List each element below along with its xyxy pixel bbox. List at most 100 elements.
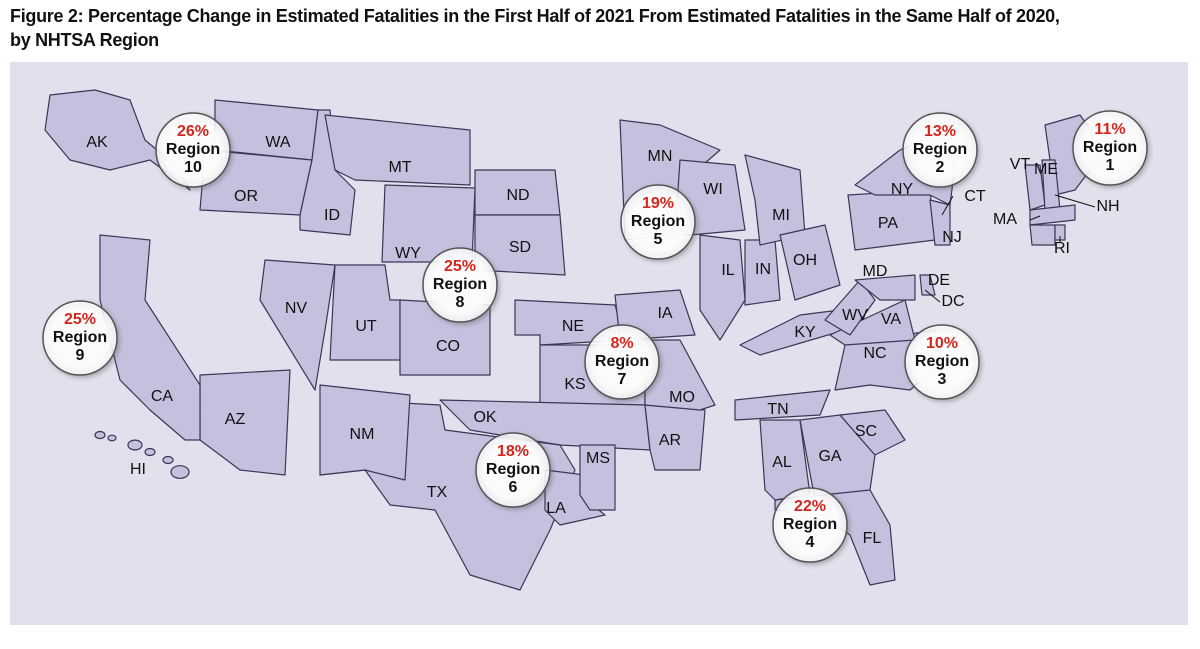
region-circle [620,184,696,260]
state-shape [839,409,906,456]
region-circle [904,324,980,400]
state-shape [919,274,936,296]
region-circle [422,247,498,323]
state-shape [929,199,951,246]
region-change: 22% [794,498,826,515]
region-label: Region [915,353,969,370]
region-label: Region [595,353,649,370]
state-label: AK [86,134,108,151]
state-label: OR [234,188,258,205]
state-label: CA [151,388,174,405]
island [144,447,156,457]
region-change: 8% [610,335,633,352]
region-change: 11% [1094,121,1125,138]
region-label: Region [53,329,107,346]
state-label: LA [546,500,566,517]
state-label: FL [863,530,882,547]
island [127,439,143,451]
island [170,465,190,479]
region-label: Region [166,141,220,158]
state-label: AZ [225,411,246,428]
state-shape [1029,224,1056,246]
island [94,430,106,440]
state-label: WA [265,134,291,151]
state-label: KY [794,324,816,341]
leader-line [924,289,941,303]
region-circle [902,112,978,188]
state-shape [824,279,876,336]
region-number: 5 [654,231,663,248]
state-shape [854,274,916,301]
state-label: MI [772,207,790,224]
state-label: OH [793,252,817,269]
state-label: IN [755,261,771,278]
state-label: IA [657,305,672,322]
figure-title: Figure 2: Percentage Change in Estimated… [10,6,1060,50]
region-label: Region [486,461,540,478]
state-label: RI [1054,240,1070,257]
region-number: 8 [456,294,465,311]
state-label: NE [562,318,584,335]
state-label: AR [659,432,681,449]
state-label: NC [863,345,886,362]
region-change: 13% [924,123,956,140]
state-shape [1054,224,1066,241]
state-shape [779,224,841,301]
state-label: VT [1010,156,1031,173]
state-label: DC [941,293,964,310]
region-change: 10% [926,335,958,352]
leader-line [941,195,954,216]
state-label: CT [964,188,986,205]
state-label: WY [395,245,421,262]
state-shape [579,444,616,511]
state-label: NH [1096,198,1119,215]
region-number: 6 [509,479,518,496]
state-label: HI [130,461,146,478]
state-label: MS [586,450,610,467]
state-label: ID [324,207,340,224]
state-label: MO [669,389,695,406]
state-label: TX [427,484,448,501]
state-label: ME [1034,161,1058,178]
state-label: OK [473,409,496,426]
state-shape [699,234,746,341]
state-label: NV [285,300,308,317]
region-circle [42,300,118,376]
island [162,455,174,465]
region-circle [584,324,660,400]
state-shape [734,389,831,421]
state-shape [324,114,471,186]
region-label: Region [631,213,685,230]
region-change: 25% [444,258,476,275]
state-label: VA [881,311,901,328]
region-label: Region [1083,139,1137,156]
state-label: MD [863,263,888,280]
region-label: Region [783,516,837,533]
state-label: MT [388,159,411,176]
region-number: 4 [806,534,815,551]
state-label: IL [721,262,734,279]
state-labels: AK HI WA OR ID MT WY ND SD NE KS OK TX NM AZ CA NV UT CO LA… [86,134,1119,547]
region-change: 18% [497,443,529,460]
state-label: NJ [942,229,962,246]
state-label: CO [436,338,460,355]
state-label: MN [648,148,673,165]
region-number: 2 [936,159,945,176]
leader-line [1029,215,1041,221]
region-circle [1072,110,1148,186]
region-change: 19% [642,195,674,212]
region-change: 25% [64,311,96,328]
region-circle [155,112,231,188]
region-change: 26% [177,123,209,140]
region-callouts: 11%Region113%Region210%Region322%Region4… [42,110,1148,563]
region-number: 3 [938,371,947,388]
region-number: 10 [184,159,202,176]
state-label: MA [993,211,1017,228]
state-label: NY [891,181,914,198]
region-number: 7 [618,371,627,388]
state-label: WV [842,307,868,324]
state-label: ND [506,187,529,204]
state-label: NM [350,426,375,443]
